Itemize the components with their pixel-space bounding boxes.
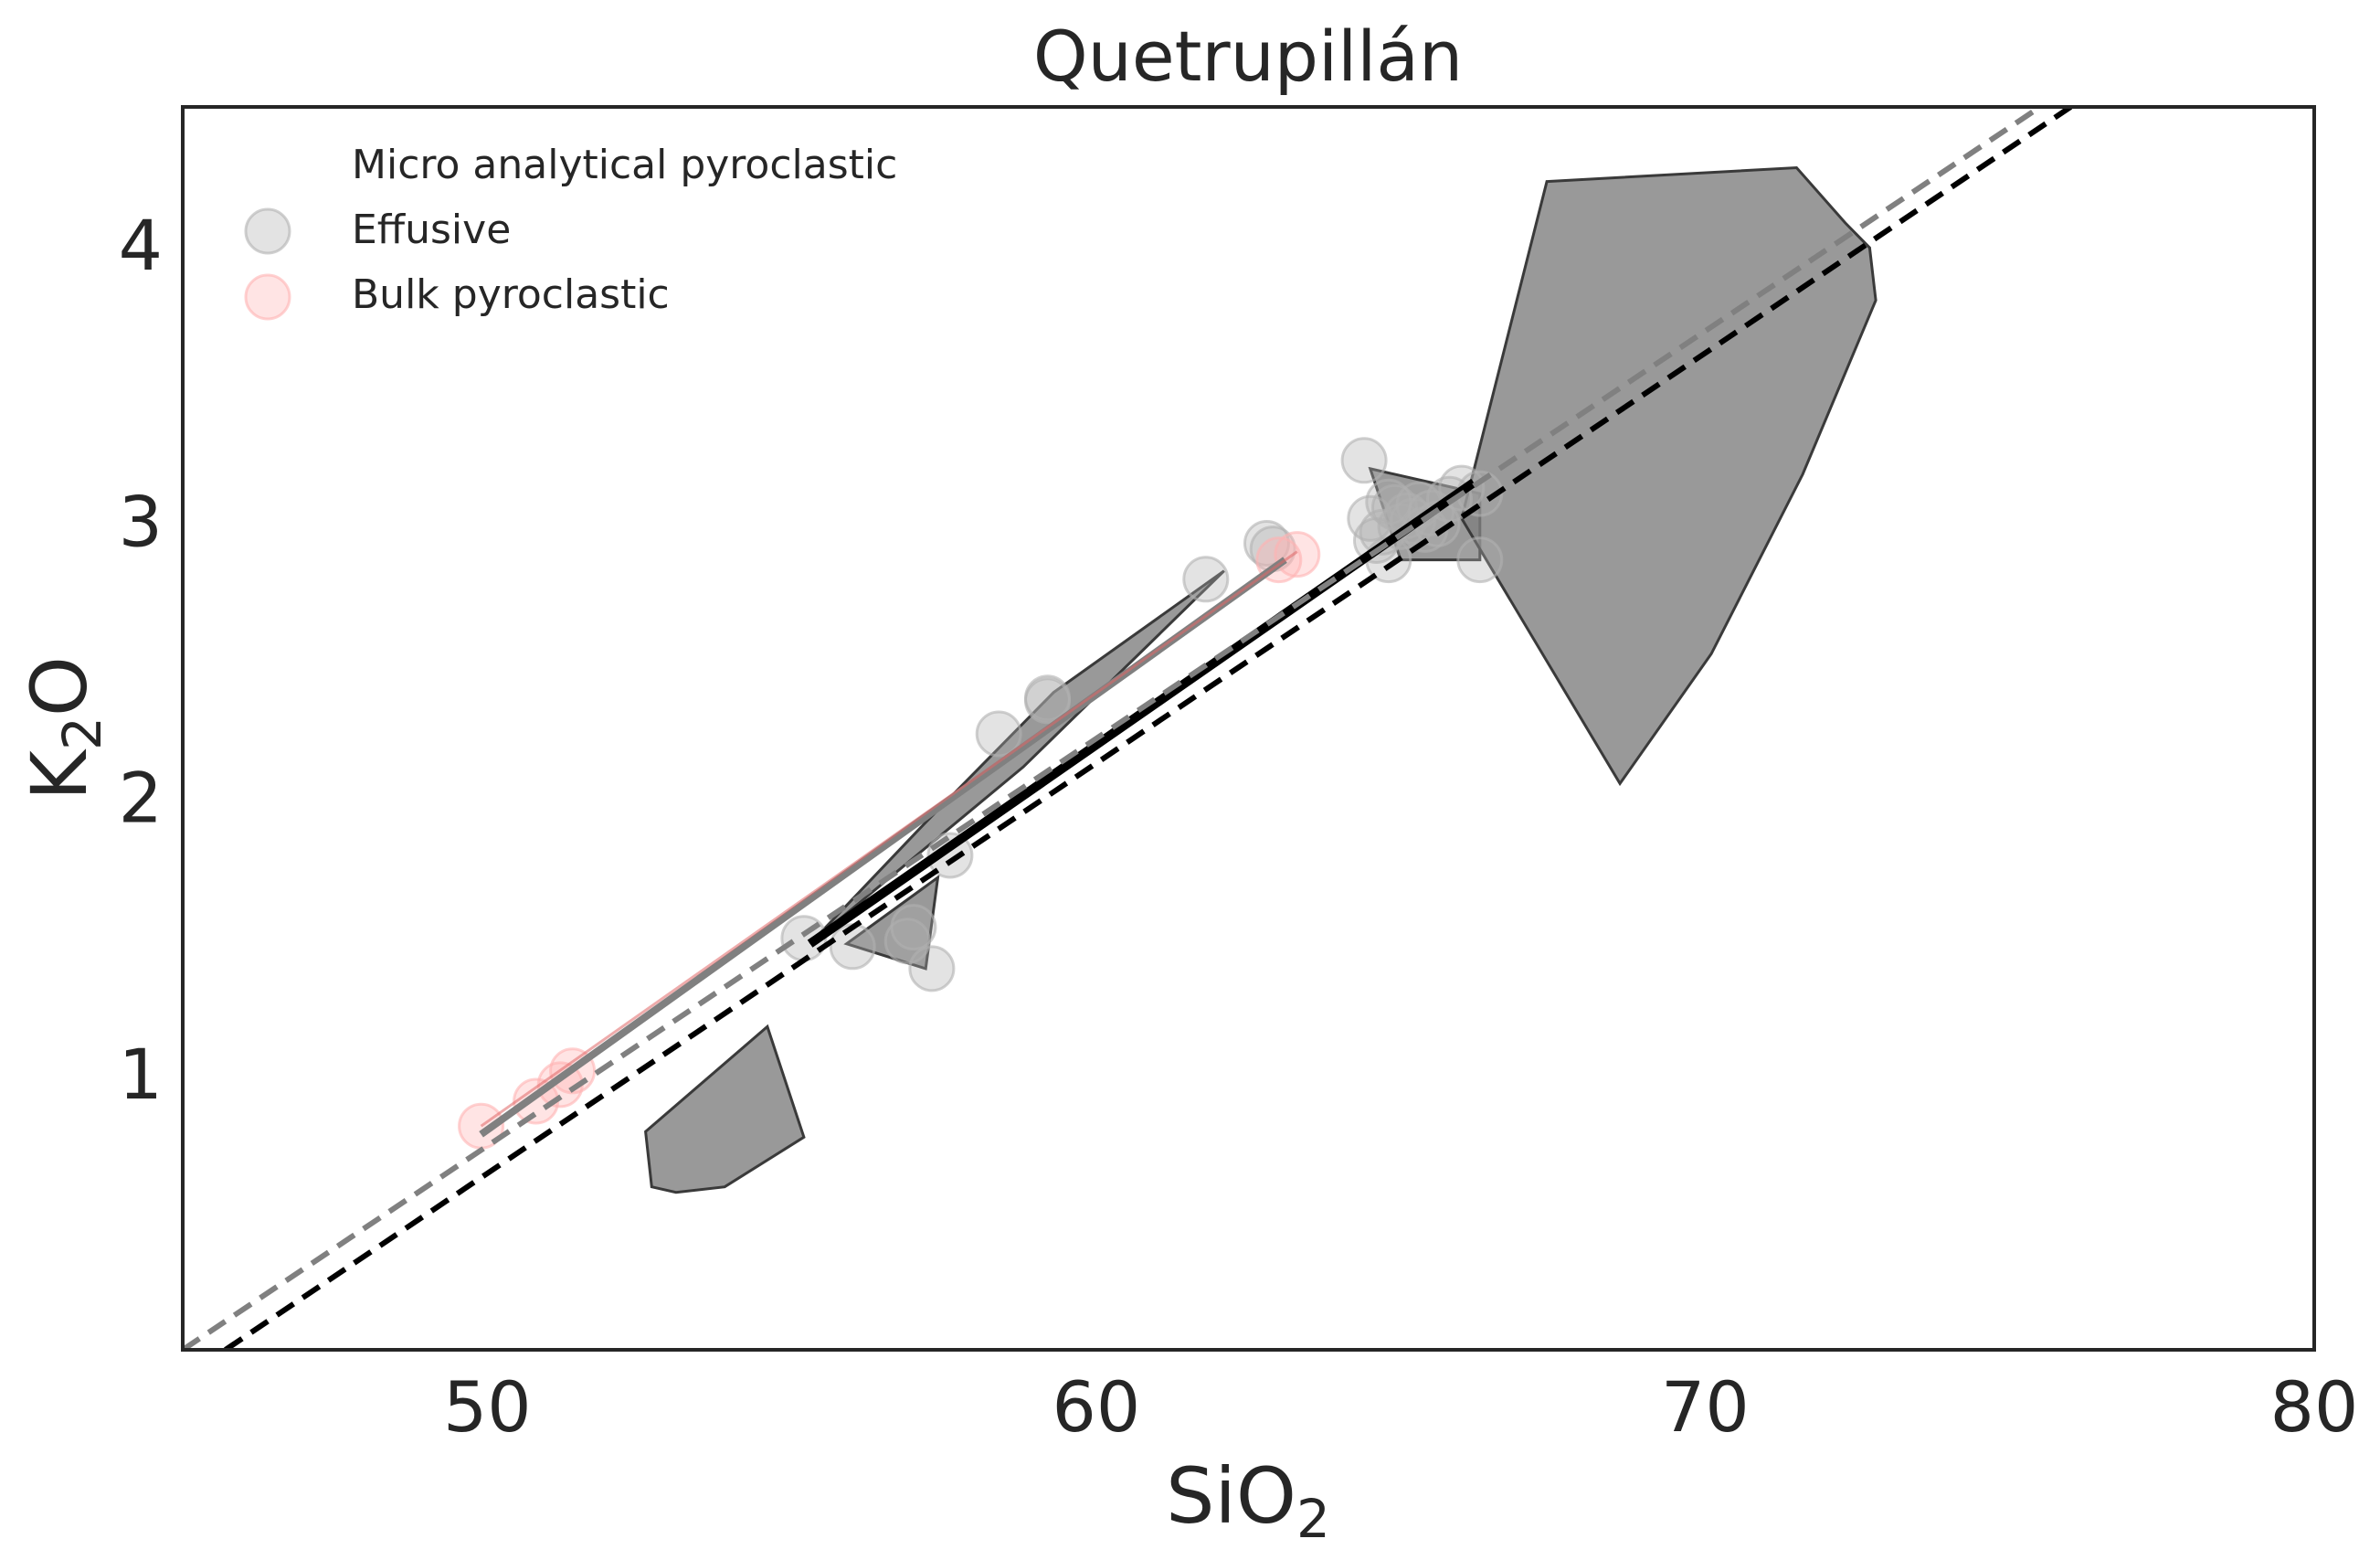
legend-label-micro: Micro analytical pyroclastic <box>352 142 897 188</box>
legend-marker-effusive <box>244 207 291 255</box>
legend-marker-bulk <box>244 273 291 321</box>
effusive-point-8 <box>1024 677 1071 725</box>
effusive-point-6 <box>975 710 1022 758</box>
x-tick-label-70: 70 <box>1661 1366 1750 1448</box>
y-axis-label-after: O <box>15 656 104 716</box>
y-tick-label-3: 3 <box>119 481 163 562</box>
y-tick-label-4: 4 <box>119 205 163 286</box>
plot-area <box>183 107 2073 1350</box>
tick-labels: 50 60 70 80 1 2 3 4 <box>119 205 2359 1448</box>
plot-frame <box>181 105 2316 1352</box>
hull-polygon-4 <box>1460 165 1878 787</box>
y-tick-label-2: 2 <box>119 758 163 839</box>
bulk-point-4 <box>1274 531 1321 578</box>
trend-line-0 <box>807 478 1476 948</box>
chart-title: Quetrupillán <box>1033 16 1463 97</box>
effusive-point-4 <box>908 945 956 992</box>
y-axis-label-sub: 2 <box>51 716 113 750</box>
x-axis-label: SiO2 <box>1166 1451 1330 1550</box>
effusive-point-12 <box>1340 437 1388 484</box>
y-axis-label-main: K <box>15 748 104 801</box>
effusive-point-28 <box>1456 536 1504 584</box>
y-tick-label-1: 1 <box>119 1034 163 1115</box>
effusive-point-1 <box>829 923 876 971</box>
x-tick-label-50: 50 <box>443 1366 532 1448</box>
effusive-point-10 <box>1243 520 1290 567</box>
effusive-point-3 <box>890 904 937 951</box>
legend-label-bulk: Bulk pyroclastic <box>352 271 670 318</box>
effusive-point-9 <box>1182 556 1230 603</box>
legend: Micro analytical pyroclastic Effusive Bu… <box>244 142 897 321</box>
trend-line-2 <box>480 550 1298 1128</box>
y-axis-label: K2O <box>15 656 113 801</box>
hull-polygon-2 <box>809 569 1225 945</box>
x-axis-label-sub: 2 <box>1296 1488 1330 1550</box>
x-axis-label-main: SiO <box>1166 1451 1296 1541</box>
x-tick-label-80: 80 <box>2270 1366 2359 1448</box>
x-tick-label-60: 60 <box>1052 1366 1141 1448</box>
legend-label-effusive: Effusive <box>352 207 511 253</box>
hull-polygon-0 <box>644 1024 806 1194</box>
effusive-point-29 <box>1365 478 1412 525</box>
